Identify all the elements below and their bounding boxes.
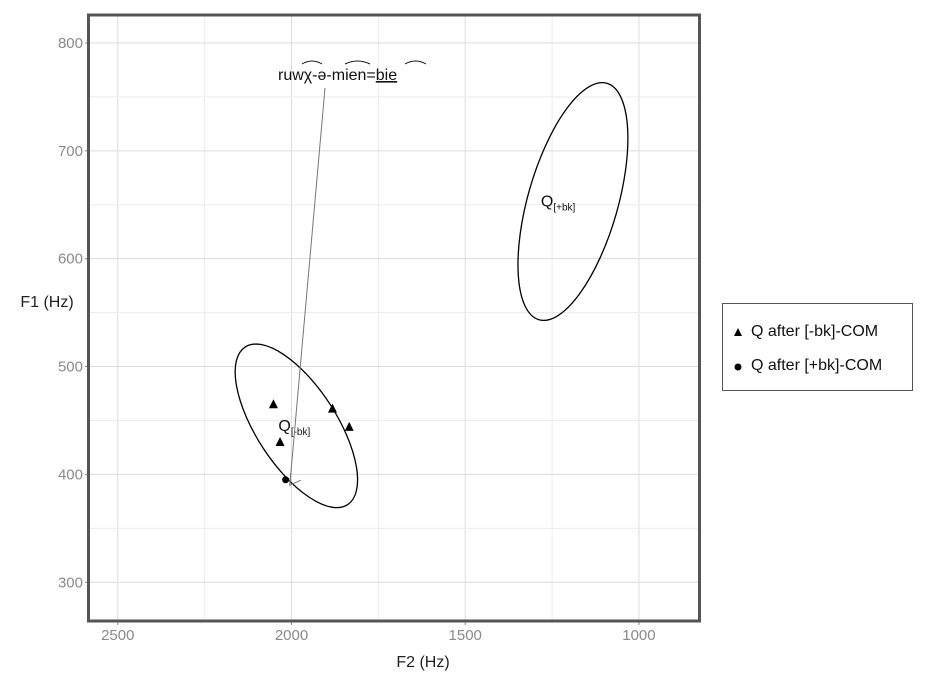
- triangle-point: [328, 403, 338, 413]
- y-tick-label: 800: [58, 35, 83, 52]
- triangle-point: [275, 437, 285, 447]
- x-tick-label: 1500: [449, 627, 482, 644]
- annotation-text: ruwχ-ə-mien=bie: [278, 67, 397, 84]
- confidence-ellipses: Q[-bk] Q[+bk]: [234, 81, 629, 509]
- y-tick-label: 700: [58, 143, 83, 160]
- y-tick-label: 300: [58, 574, 83, 591]
- x-tick-label: 2000: [275, 627, 308, 644]
- tie-bar: [301, 60, 323, 65]
- legend-label: Q after [+bk]-COM: [751, 357, 883, 374]
- ellipse-label: Q[-bk]: [278, 418, 310, 438]
- y-axis-label: F1 (Hz): [20, 294, 73, 311]
- triangle-marker-icon: [734, 328, 742, 336]
- confidence-ellipse: [234, 343, 359, 509]
- legend-item-triangle: Q after [-bk]-COM: [731, 322, 878, 342]
- triangle-point: [344, 421, 354, 431]
- x-tick-label: 2500: [101, 627, 134, 644]
- tie-bar: [344, 60, 371, 65]
- x-tick-label: 1000: [622, 627, 655, 644]
- triangle-point: [268, 399, 278, 409]
- annotation-arrowhead: [289, 473, 301, 486]
- legend-item-circle: Q after [+bk]-COM: [731, 356, 882, 376]
- axis-ticks: 2500 2000 1500 1000 300 400 500 600 700 800: [58, 35, 656, 644]
- circle-marker-icon: [734, 363, 742, 371]
- y-tick-label: 500: [58, 359, 83, 376]
- annotation: ruwχ-ə-mien=bie: [278, 60, 427, 486]
- annotation-arrow-line: [289, 87, 326, 486]
- circle-point: [282, 476, 290, 484]
- legend-label: Q after [-bk]-COM: [751, 323, 879, 340]
- ellipse-label: Q[+bk]: [541, 194, 576, 214]
- plot-frame: [87, 13, 701, 623]
- tie-bar: [404, 60, 427, 65]
- y-tick-label: 400: [58, 466, 83, 483]
- legend: Q after [-bk]-COM Q after [+bk]-COM: [722, 303, 913, 391]
- y-tick-label: 600: [58, 251, 83, 268]
- confidence-ellipse: [517, 81, 629, 322]
- gridlines: [90, 16, 698, 620]
- data-points: [268, 399, 354, 484]
- x-axis-label: F2 (Hz): [396, 654, 449, 671]
